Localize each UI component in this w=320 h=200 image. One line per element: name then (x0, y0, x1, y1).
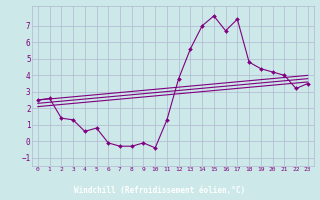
Text: Windchill (Refroidissement éolien,°C): Windchill (Refroidissement éolien,°C) (75, 186, 245, 194)
